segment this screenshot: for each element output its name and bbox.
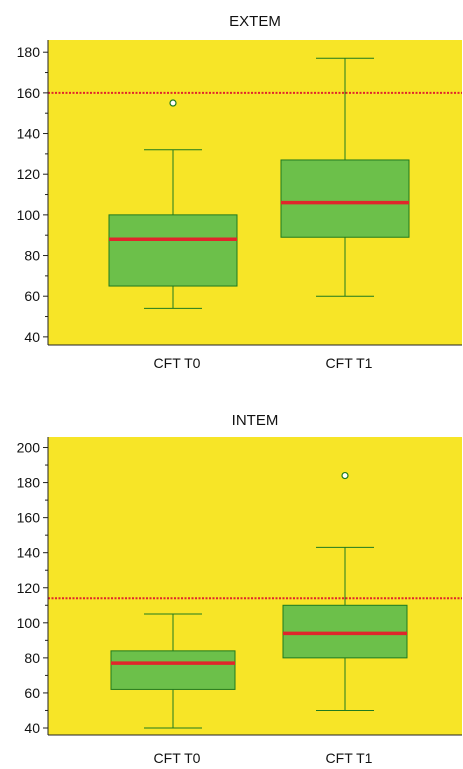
box-cft-t1 [282, 471, 408, 711]
y-tick-label: 40 [24, 329, 40, 345]
chart-panel-intem: INTEM 40 60 80 100 120 140 160 180 200 CFT T0 CFT T… [17, 412, 462, 766]
x-tick-label: CFT T0 [154, 750, 201, 766]
y-tick-label: 180 [17, 44, 41, 60]
iqr-box [280, 159, 410, 238]
box-cft-t0 [108, 99, 238, 309]
y-tick-label: 80 [24, 650, 40, 666]
y-tick-label: 160 [17, 85, 41, 101]
outlier-point [169, 99, 177, 107]
y-tick-label: 200 [17, 440, 41, 456]
chart-title: EXTEM [229, 13, 281, 30]
y-tick-label: 80 [24, 248, 40, 264]
y-tick-label: 120 [17, 580, 41, 596]
box-cft-t1 [280, 57, 410, 297]
x-tick-label: CFT T1 [326, 750, 373, 766]
y-tick-label: 140 [17, 545, 41, 561]
y-tick-label: 60 [24, 685, 40, 701]
iqr-box [110, 650, 236, 690]
iqr-box [108, 214, 238, 287]
outlier-point [341, 471, 349, 480]
y-tick-label: 100 [17, 615, 41, 631]
y-tick-label: 160 [17, 510, 41, 526]
box-cft-t0 [110, 613, 236, 729]
y-tick-label: 100 [17, 207, 41, 223]
iqr-box [282, 604, 408, 659]
plot-area [48, 437, 462, 735]
chart-panel-extem: EXTEM 40 60 80 100 120 140 160 180 CFT T0 CFT T1 [17, 13, 462, 371]
chart-title: INTEM [232, 412, 279, 429]
y-tick-label: 140 [17, 126, 41, 142]
y-tick-label: 180 [17, 475, 41, 491]
x-tick-label: CFT T0 [154, 355, 201, 371]
y-tick-label: 40 [24, 720, 40, 736]
x-tick-label: CFT T1 [326, 355, 373, 371]
y-tick-label: 120 [17, 166, 41, 182]
y-tick-label: 60 [24, 288, 40, 304]
